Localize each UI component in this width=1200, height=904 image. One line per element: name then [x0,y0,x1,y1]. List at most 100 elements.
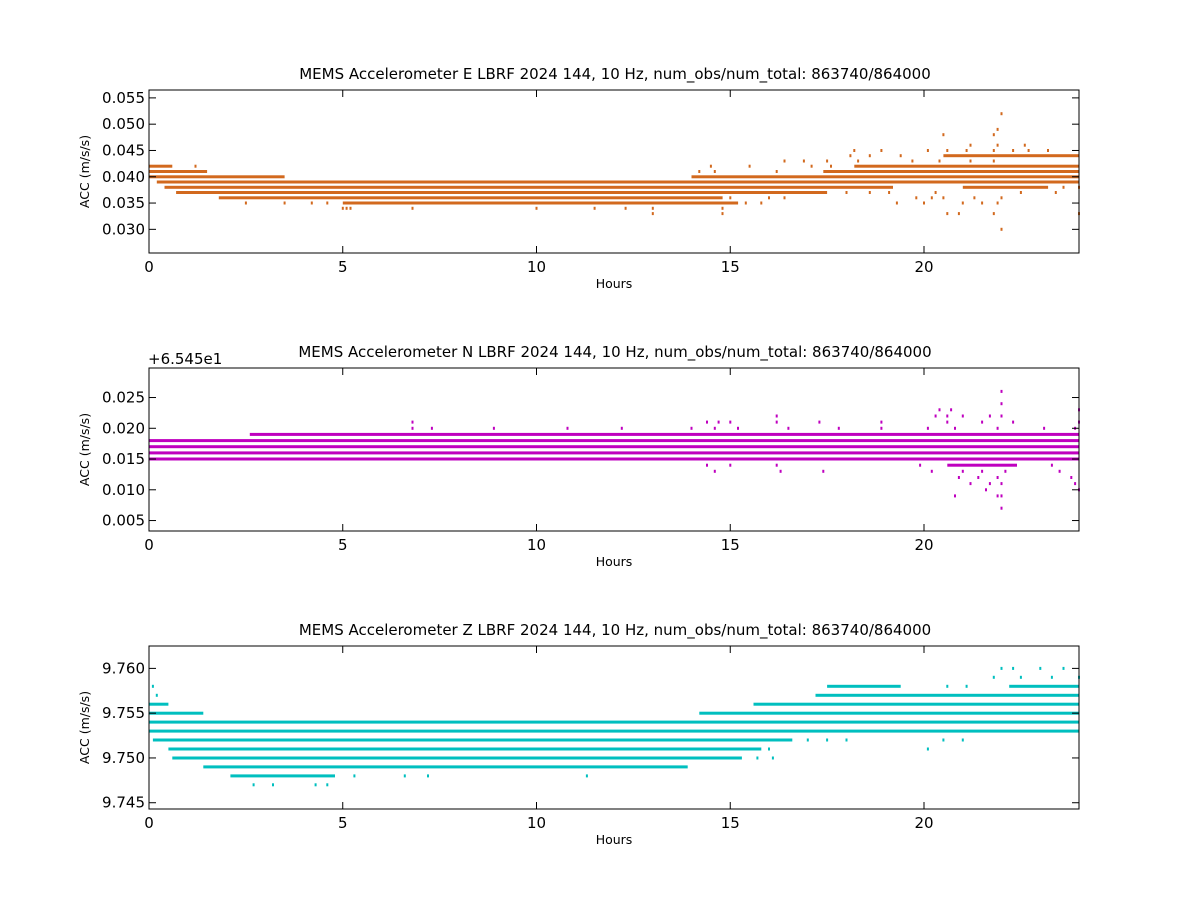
panel-e-point-12-0 [969,143,972,147]
panel-n-point-13-3 [729,420,732,424]
panel-z-title: MEMS Accelerometer Z LBRF 2024 144, 10 H… [299,621,931,640]
panel-n-point-5-3 [930,469,933,473]
panel-e-y-tick-label: 0.050 [102,115,145,133]
panel-e-point-2-1 [768,196,770,200]
panel-e-band-3-0 [176,191,828,194]
panel-n-point-12-4 [620,426,623,430]
panel-z-y-tick-label: 9.750 [102,749,145,767]
panel-e-band-8-1 [854,164,1080,168]
panel-n-y-tick-label: 0.010 [102,481,145,499]
panel-e-band-2-0 [218,196,723,200]
panel-n-point-3-0 [969,482,972,486]
panel-e-point-10-2 [899,154,902,158]
panel-z-band-6-0 [149,729,1079,733]
panel-n-x-ticks: 0 5 10 15 20 [144,368,934,554]
panel-e-point-0-7 [651,206,654,210]
panel-n-offset-text: +6.545e1 [148,350,222,368]
panel-e-y-axis-label: ACC (m/s/s) [77,135,92,208]
panel-z-point-13-0 [1000,666,1003,670]
panel-e-point-11-5 [992,149,995,152]
panel-e-point-2-4 [930,196,933,200]
panel-e-y-tick-label: 0.030 [102,220,145,238]
panel-z-point-12-1 [1019,675,1022,679]
panel-e-point-1-5 [760,201,763,205]
panel-e-point-0-8 [721,206,724,210]
panel-e-band-7-1 [823,170,1080,173]
panel-z-point-1-0 [353,774,356,778]
panel-n-point-13-9 [1012,420,1015,424]
panel-e-point-16-2 [946,212,949,216]
panel-z-band-8-0 [149,711,204,715]
panel-n-point-2-0 [985,488,987,492]
panel-z-y-tick-label: 9.745 [102,794,145,812]
panel-z-point-13-1 [1012,666,1015,670]
panel-n-point-5-4 [961,469,964,473]
panel-n-point-14-5 [1000,414,1003,418]
panel-z-y-tick-label: 9.755 [102,704,145,722]
panel-e-point-12-2 [1023,143,1026,147]
panel-e-band-6-0 [149,175,285,179]
panel-e-point-16-0 [651,212,654,216]
panel-n-point-12-3 [566,426,569,430]
panel-e-point-2-0 [729,196,732,200]
panel-n-point-12-12 [954,426,956,430]
panel-z-point-1-1 [403,774,406,778]
panel-e-x-tick-label: 0 [144,258,154,276]
panel-e-point-3-3 [934,191,937,194]
panel-z-band-11-1 [1009,684,1079,688]
panel-n-point-12-11 [926,426,929,430]
panel-e-point-7-1 [713,170,716,173]
panel-e-plot-area [149,112,1080,231]
panel-e-point-11-8 [1047,149,1049,152]
panel-e-band-6-1 [691,175,1079,179]
panel-n-point-1-2 [1000,494,1003,498]
panel-e-band-8-0 [149,164,173,168]
panel-e-x-tick-label: 20 [914,258,933,276]
panel-z-point-13-2 [1039,666,1042,670]
panel-e-y-tick-label: 0.040 [102,168,145,186]
panel-z-x-tick-label: 15 [721,814,740,832]
panel-e-point-9-5 [938,159,941,163]
panel-z-band-11-0 [827,684,901,688]
panel-n-point-13-0 [411,420,414,424]
panel-z-point-12-0 [992,675,995,679]
panel-e-point-0-3 [411,206,414,210]
panel-n-point-6-4 [1050,463,1053,467]
panel-n-x-tick-label: 15 [721,536,740,554]
panel-e-point-9-1 [802,159,805,163]
panel-z-frame [148,645,1080,810]
panel-z-point-0-2 [314,783,317,787]
panel-e-point-8-1 [709,164,712,168]
panel-n-point-4-0 [957,476,960,479]
panel-e-point-13-1 [992,133,995,137]
panel-n-point-6-1 [729,463,732,467]
panel-e-point-0-2 [349,206,352,210]
panel-n-point-12-6 [713,426,716,430]
panel-n-point-5-5 [981,469,984,473]
panel-n-y-axis-label: ACC (m/s/s) [77,413,92,486]
panel-e-point-12-1 [996,143,999,147]
panel-z-band-3-0 [172,756,742,760]
panel-n-point-13-2 [717,420,720,424]
panel-z-point-4-1 [926,747,929,751]
panel-z-point-5-2 [845,738,848,742]
panel-z-point-5-1 [826,738,829,742]
panel-e-point-1-10 [996,201,999,205]
panel-e-point-9-2 [826,159,829,163]
panel-e-point-3-1 [868,191,871,194]
panel-e-title: MEMS Accelerometer E LBRF 2024 144, 10 H… [299,65,931,84]
panel-e-point-15-0 [1000,112,1003,116]
panel-n-point-16-0 [1000,402,1003,406]
panel-e-y-ticks: 0.030 0.035 0.040 0.045 0.050 0.055 [102,89,1079,238]
panel-e-point-11-2 [926,149,929,152]
panel-e-point-2-5 [942,196,945,200]
panel-e-point-9-0 [783,159,786,163]
panel-z-x-tick-label: 5 [338,814,348,832]
panel-e-band-4-0 [164,185,893,189]
panel-z-point-3-1 [771,756,774,760]
panel-e-point-0-1 [345,206,348,210]
panel-z-x-tick-label: 20 [914,814,933,832]
panel-n-point-4-1 [977,476,980,479]
panel-z-band-9-1 [753,702,1079,706]
panel-z-band-4-0 [168,747,762,751]
